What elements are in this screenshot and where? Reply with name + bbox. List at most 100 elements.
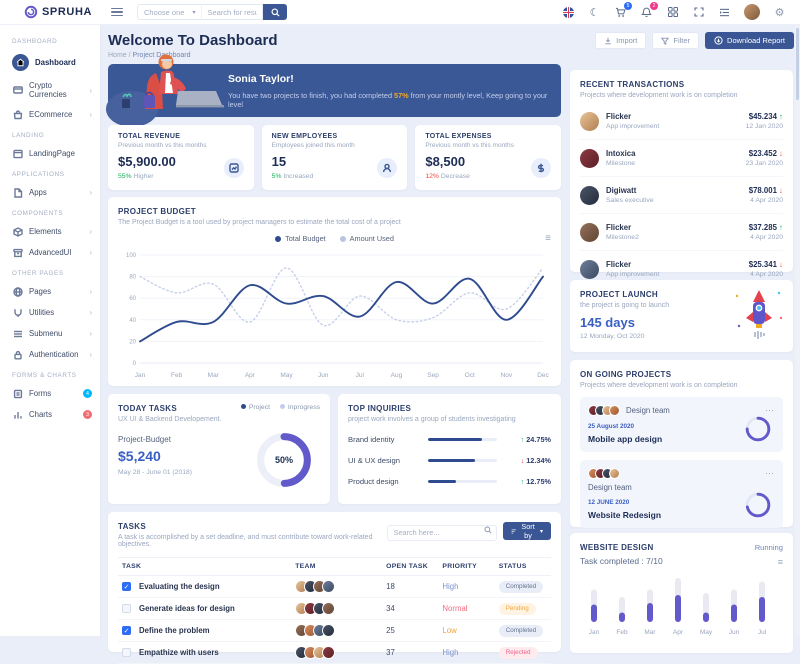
sidebar-item-charts[interactable]: Charts 3 (0, 404, 100, 425)
column-header[interactable]: OPEN TASK (382, 557, 439, 576)
row-checkbox[interactable] (122, 648, 131, 658)
column-header[interactable]: PRIORITY (438, 557, 495, 576)
status-badge: Rejected (498, 646, 538, 659)
card-title: TODAY TASKS (118, 404, 178, 413)
box-icon (12, 226, 23, 237)
tasks-search-input[interactable] (386, 524, 497, 541)
language-flag-icon[interactable] (562, 6, 575, 19)
user-avatar[interactable] (744, 4, 760, 20)
today-tasks-legend: Project Inprogress (240, 404, 320, 411)
row-checkbox[interactable] (122, 604, 131, 614)
more-options-icon[interactable]: ⋯ (765, 405, 775, 415)
top-bar: SPRUHA Choose one ▾ ☾ 5 2 (0, 0, 800, 25)
column-header[interactable]: TASK (118, 557, 292, 576)
transaction-item[interactable]: Intoxica Milestone $23.452 ↓ 23 Jan 2020 (580, 140, 783, 177)
sidebar-item-apps[interactable]: Apps › (0, 182, 100, 203)
tasks-table: TASK TEAM OPEN TASK PRIORITY STATUS ✓ Eva… (118, 557, 551, 664)
sidebar-toggle-icon[interactable] (111, 6, 123, 19)
row-checkbox[interactable]: ✓ (122, 626, 131, 636)
dark-mode-icon[interactable]: ☾ (589, 6, 600, 19)
brand-name: SPRUHA (42, 6, 93, 18)
filter-button[interactable]: Filter (652, 32, 700, 49)
cart-icon[interactable]: 5 (614, 1, 632, 19)
team-label: Design team (626, 406, 670, 415)
column-header[interactable]: STATUS (494, 557, 551, 576)
bar-chart-icon (12, 409, 23, 420)
trend-arrow-icon: ↓ (779, 186, 783, 195)
svg-text:Oct: Oct (465, 372, 475, 379)
sidebar-item-ecommerce[interactable]: ECommerce › (0, 104, 100, 125)
sidebar-item-utilities[interactable]: Utilities › (0, 302, 100, 323)
recent-transactions-card: RECENT TRANSACTIONS Projects where devel… (570, 70, 793, 279)
chevron-down-icon: ▾ (539, 528, 543, 535)
sidebar-item-label: AdvancedUI (29, 248, 72, 257)
brand[interactable]: SPRUHA (0, 5, 101, 19)
budget-line-chart: 0 20 40 60 80 100 Jan Feb Mar Apr May Jun Jul Aug Sep O… (118, 243, 551, 388)
notifications-badge: 2 (650, 1, 658, 10)
svg-text:Jul: Jul (356, 372, 365, 379)
download-report-button[interactable]: Download Report (705, 32, 794, 49)
row-checkbox[interactable]: ✓ (122, 582, 131, 592)
avatar (580, 222, 599, 242)
avatar (580, 185, 599, 205)
svg-text:80: 80 (129, 275, 136, 281)
more-options-icon[interactable]: ⋯ (765, 468, 775, 478)
svg-text:Mar: Mar (208, 372, 220, 379)
chevron-right-icon: › (89, 188, 92, 197)
sidebar-item-elements[interactable]: Elements › (0, 221, 100, 242)
chevron-right-icon: › (89, 329, 92, 338)
sidebar-item-submenu[interactable]: Submenu › (0, 323, 100, 344)
sidebar-section-label: DASHBOARD (12, 38, 58, 45)
transaction-item[interactable]: Flicker App improvement $45.234 ↑ 12 Jan 2… (580, 103, 783, 140)
transaction-item[interactable]: Digiwatt Sales executive $78.001 ↓ 4 Apr 2… (580, 177, 783, 214)
avatar (322, 646, 336, 659)
card-title: PROJECT LAUNCH (580, 290, 658, 299)
sidebar-item-pages[interactable]: Pages › (0, 281, 100, 302)
stat-card-new-employees: NEW EMPLOYEES Employees joined this mont… (261, 125, 408, 190)
menu-lines-icon (12, 328, 23, 339)
project-item[interactable]: Design team ⋯ 12 JUNE 2020 Website Redes… (580, 460, 783, 528)
scrollbar-thumb[interactable] (796, 28, 799, 100)
sidebar-item-landingpage[interactable]: LandingPage (0, 143, 100, 164)
rocket-illustration (735, 290, 783, 339)
sidebar-item-crypto-currencies[interactable]: Crypto Currencies › (0, 76, 100, 104)
stat-value: $5,900.00 (118, 154, 176, 169)
sidebar-item-authentication[interactable]: Authentication › (0, 344, 100, 365)
chevron-down-icon: ▾ (192, 9, 196, 16)
transaction-item[interactable]: Flicker Milestone2 $37.285 ↑ 4 Apr 2020 (580, 214, 783, 251)
search-input[interactable] (201, 4, 264, 20)
sidebar-section-label: COMPONENTS (12, 210, 64, 217)
svg-text:Nov: Nov (501, 372, 513, 379)
sort-by-button[interactable]: Sort by ▾ (502, 522, 551, 541)
credit-card-icon (12, 85, 23, 96)
page-scrollbar[interactable] (795, 25, 800, 636)
transaction-item[interactable]: Flicker App improvement $25.341 ↓ 4 Apr 20… (580, 251, 783, 287)
svg-text:Mar: Mar (644, 629, 656, 636)
sidebar-item-forms[interactable]: Forms 4 (0, 383, 100, 404)
sidebar-item-label: Apps (29, 188, 47, 197)
trend-arrow-icon: ↓ (520, 458, 525, 465)
settings-gear-icon[interactable]: ⚙ (774, 6, 785, 19)
sidebar-item-label: ECommerce (29, 110, 73, 119)
column-header[interactable]: TEAM (291, 557, 383, 576)
sidebar-item-advancedui[interactable]: AdvancedUI › (0, 242, 100, 263)
open-task-count: 25 (382, 619, 439, 642)
import-button[interactable]: Import (595, 32, 647, 49)
breadcrumb-home[interactable]: Home (108, 52, 127, 59)
right-panel-toggle-icon[interactable] (718, 6, 731, 19)
chart-menu-icon[interactable]: ≡ (777, 557, 783, 567)
budget-date-range: May 28 - June 01 (2018) (118, 469, 193, 476)
legend-total-budget: Total Budget (275, 234, 326, 243)
sidebar-item-dashboard[interactable]: Dashboard (0, 49, 100, 76)
search-category-select[interactable]: Choose one ▾ (137, 4, 202, 20)
chart-menu-icon[interactable]: ≡ (545, 233, 551, 244)
running-status: Running (754, 543, 783, 552)
svg-text:20: 20 (129, 339, 136, 345)
tasks-card: TASKS A task is accomplished by a set de… (108, 512, 561, 664)
apps-grid-icon[interactable] (666, 6, 679, 19)
project-item[interactable]: Design team ⋯ 25 August 2020 Mobile app … (580, 397, 783, 452)
notifications-bell-icon[interactable]: 2 (640, 1, 658, 19)
status-badge: Completed (498, 624, 544, 637)
fullscreen-icon[interactable] (692, 6, 705, 19)
search-button[interactable] (263, 4, 288, 20)
